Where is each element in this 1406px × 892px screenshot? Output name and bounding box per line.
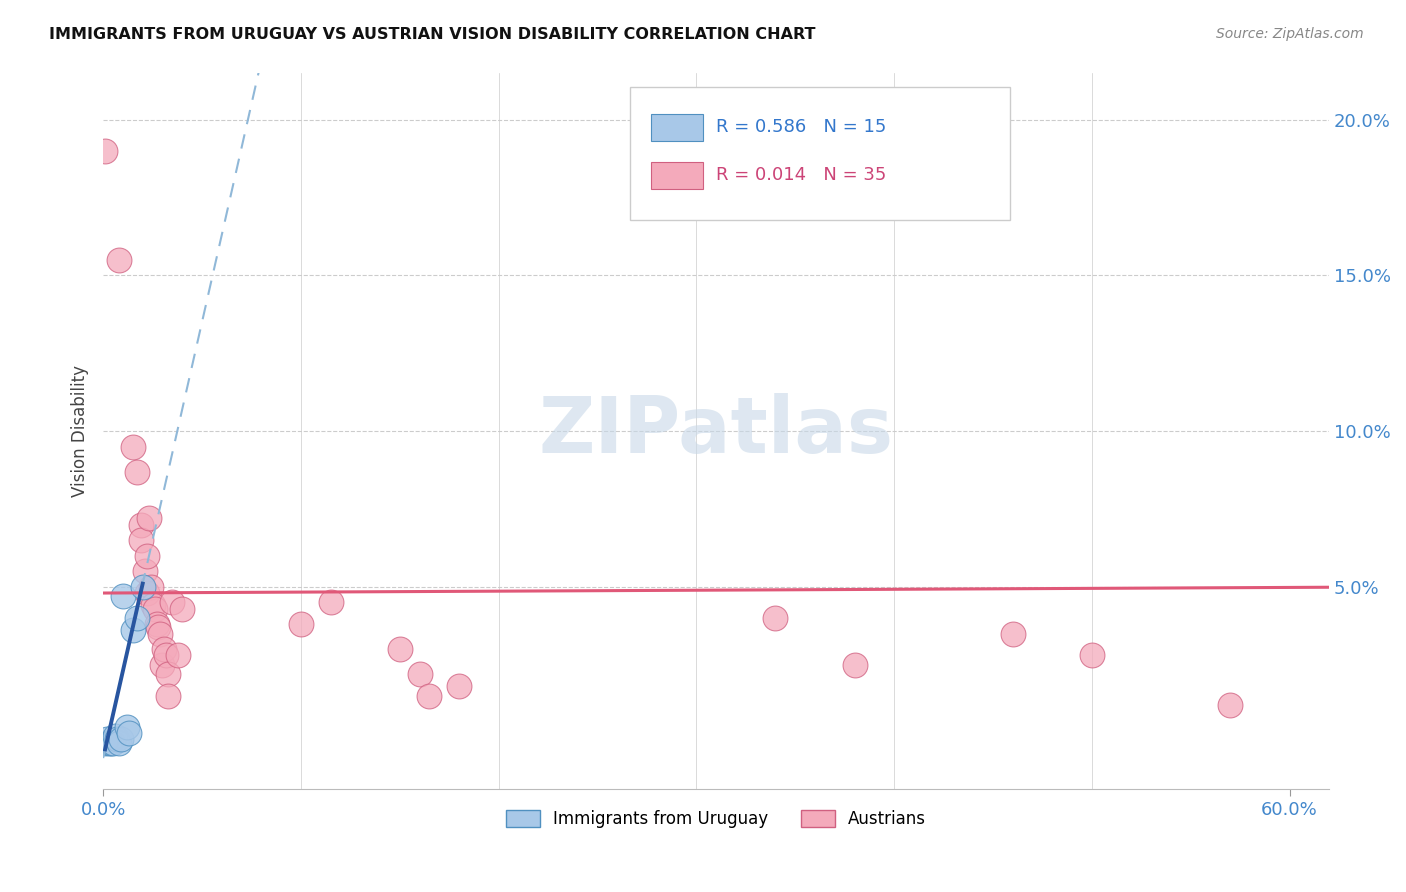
Point: [129, 533, 152, 547]
Point: [765, 611, 787, 625]
Point: [145, 617, 167, 632]
Point: [135, 586, 157, 600]
Point: [1219, 698, 1241, 713]
Point: [143, 601, 166, 615]
Point: [319, 595, 342, 609]
Point: [125, 465, 148, 479]
FancyBboxPatch shape: [630, 87, 1011, 219]
Point: [135, 549, 157, 563]
Point: [172, 601, 194, 615]
Point: [139, 580, 162, 594]
Text: R = 0.014   N = 35: R = 0.014 N = 35: [716, 167, 887, 185]
Point: [148, 620, 170, 634]
Point: [110, 732, 132, 747]
Point: [155, 648, 177, 663]
Point: [142, 599, 165, 613]
Point: [157, 689, 180, 703]
Point: [94, 144, 117, 158]
FancyBboxPatch shape: [651, 161, 703, 189]
Text: IMMIGRANTS FROM URUGUAY VS AUSTRIAN VISION DISABILITY CORRELATION CHART: IMMIGRANTS FROM URUGUAY VS AUSTRIAN VISI…: [49, 27, 815, 42]
Point: [105, 732, 128, 747]
Point: [162, 595, 184, 609]
Point: [157, 667, 180, 681]
Point: [94, 735, 117, 749]
Point: [290, 617, 312, 632]
Point: [408, 667, 430, 681]
Legend: Immigrants from Uruguay, Austrians: Immigrants from Uruguay, Austrians: [499, 803, 932, 835]
Point: [418, 689, 440, 703]
Point: [108, 735, 131, 749]
FancyBboxPatch shape: [651, 114, 703, 141]
Y-axis label: Vision Disability: Vision Disability: [72, 365, 89, 497]
Point: [98, 735, 121, 749]
Point: [388, 642, 411, 657]
Point: [121, 624, 143, 638]
Point: [108, 252, 131, 267]
Point: [111, 589, 134, 603]
Point: [167, 648, 190, 663]
Point: [129, 517, 152, 532]
Point: [121, 440, 143, 454]
Point: [115, 720, 138, 734]
Point: [101, 735, 124, 749]
Point: [131, 580, 153, 594]
Point: [149, 626, 172, 640]
Point: [100, 735, 122, 749]
Point: [125, 611, 148, 625]
Point: [153, 642, 176, 657]
Point: [844, 657, 866, 672]
Text: Source: ZipAtlas.com: Source: ZipAtlas.com: [1216, 27, 1364, 41]
Point: [104, 729, 127, 743]
Point: [138, 511, 160, 525]
Point: [134, 564, 156, 578]
Point: [152, 657, 174, 672]
Point: [118, 726, 141, 740]
Point: [1081, 648, 1104, 663]
Text: ZIPatlas: ZIPatlas: [538, 393, 894, 469]
Point: [96, 732, 118, 747]
Point: [1001, 626, 1024, 640]
Text: R = 0.586   N = 15: R = 0.586 N = 15: [716, 119, 887, 136]
Point: [449, 680, 471, 694]
